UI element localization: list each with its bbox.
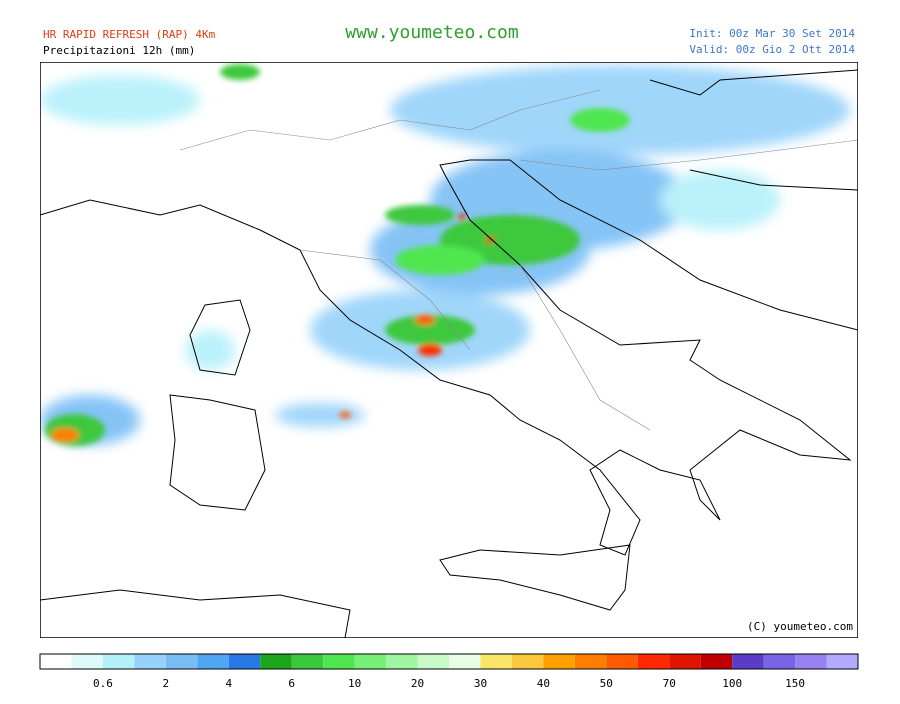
scale-label: 20 [411,677,424,690]
scale-box [449,654,481,669]
scale-box [165,654,198,669]
map: (C) youmeteo.com [40,62,858,638]
scale-box [606,654,638,669]
scale-box [354,654,387,669]
scale-label: 40 [537,677,550,690]
scale-label: 2 [163,677,170,690]
coastlines [40,69,858,638]
scale-box [197,654,229,669]
scale-box [228,654,261,669]
scale-box [386,654,418,669]
precip-core [45,64,630,446]
scale-frame [39,653,859,670]
site-title: www.youmeteo.com [345,22,518,43]
scale-box [511,654,544,669]
scale-label: 100 [722,677,742,690]
scale-box [700,654,733,669]
scale-box [102,654,135,669]
scale-label: 50 [600,677,613,690]
borders [179,89,858,431]
scale-label: 10 [348,677,361,690]
scale-label: 70 [663,677,676,690]
scale-box [543,654,575,669]
scale-label: 30 [474,677,487,690]
color-scale: 0.6 2 4 6 10 20 30 40 50 70 100 150 [39,653,859,690]
scale-box [480,654,512,669]
scale-box [669,654,701,669]
scale-label: 150 [785,677,805,690]
scale-box [637,654,670,669]
copyright: (C) youmeteo.com [747,620,853,633]
model-title: HR RAPID REFRESH (RAP) 4Km [43,28,216,41]
scale-box [291,654,324,669]
scale-box [40,654,72,669]
scale-box [323,654,355,669]
scale-label: 6 [288,677,295,690]
valid-time: Valid: 00z Gio 2 Ott 2014 [689,43,855,56]
init-time: Init: 00z Mar 30 Set 2014 [689,27,855,40]
scale-box [260,654,292,669]
scale-box [826,654,858,669]
scale-box [795,654,827,669]
scale-box [417,654,449,669]
scale-box [763,654,796,669]
scale-box [574,654,607,669]
scale-box [732,654,764,669]
product-title: Precipitazioni 12h (mm) [43,44,195,57]
scale-box [71,654,103,669]
scale-box [134,654,166,669]
scale-label: 4 [225,677,232,690]
scale-label: 0.6 [93,677,113,690]
